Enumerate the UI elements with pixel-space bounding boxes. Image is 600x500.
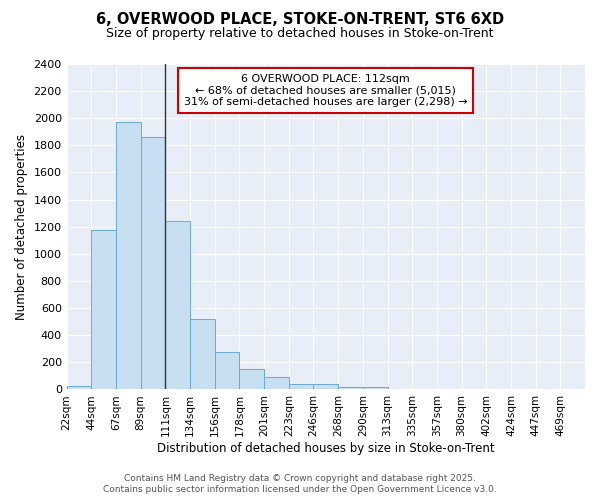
Bar (264, 378, 289, 390)
Bar (363, 388, 388, 390)
Y-axis label: Number of detached properties: Number of detached properties (15, 134, 28, 320)
Bar (91, 230, 116, 390)
Text: 6 OVERWOOD PLACE: 112sqm
← 68% of detached houses are smaller (5,015)
31% of sem: 6 OVERWOOD PLACE: 112sqm ← 68% of detach… (184, 74, 467, 107)
Text: Contains HM Land Registry data © Crown copyright and database right 2025.
Contai: Contains HM Land Registry data © Crown c… (103, 474, 497, 494)
Bar (289, 384, 313, 390)
Bar (116, 122, 141, 390)
X-axis label: Distribution of detached houses by size in Stoke-on-Trent: Distribution of detached houses by size … (157, 442, 494, 455)
Bar (338, 386, 363, 390)
Bar (412, 389, 437, 390)
Bar (388, 389, 412, 390)
Bar (141, 137, 166, 390)
Text: Size of property relative to detached houses in Stoke-on-Trent: Size of property relative to detached ho… (106, 28, 494, 40)
Bar (190, 319, 215, 390)
Text: 6, OVERWOOD PLACE, STOKE-ON-TRENT, ST6 6XD: 6, OVERWOOD PLACE, STOKE-ON-TRENT, ST6 6… (96, 12, 504, 28)
Bar (215, 352, 239, 390)
Bar (239, 369, 264, 390)
Bar (67, 386, 91, 390)
Bar (313, 384, 338, 390)
Bar (166, 222, 190, 390)
